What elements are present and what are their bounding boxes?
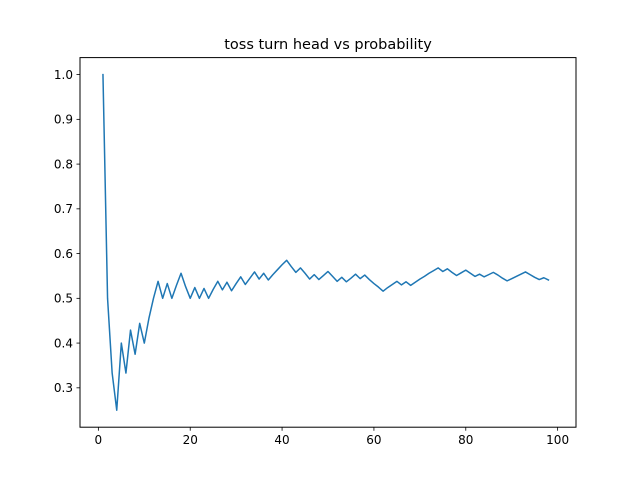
y-tick-label: 0.8 xyxy=(54,157,73,171)
y-tick-label: 0.4 xyxy=(54,336,73,350)
y-tick-label: 0.9 xyxy=(54,113,73,127)
x-tick-label: 20 xyxy=(183,433,198,447)
axis-ticks: 0 20 40 60 80 100 0.3 0.4 0.5 0.6 0.7 0.8 0.9 1.0 xyxy=(54,68,569,447)
series-line xyxy=(102,73,550,411)
x-tick-label: 80 xyxy=(458,433,473,447)
y-tick-label: 0.6 xyxy=(54,247,73,261)
x-tick-label: 40 xyxy=(274,433,289,447)
y-tick-label: 0.7 xyxy=(54,202,73,216)
x-tick-label: 0 xyxy=(95,433,103,447)
y-tick-label: 0.3 xyxy=(54,381,73,395)
y-tick-label: 1.0 xyxy=(54,68,73,82)
axes-frame xyxy=(79,57,577,428)
x-tick-label: 60 xyxy=(366,433,381,447)
chart-title: toss turn head vs probability xyxy=(224,37,432,53)
plot-area xyxy=(102,73,550,411)
x-tick-label: 100 xyxy=(546,433,569,447)
y-tick-label: 0.5 xyxy=(54,292,73,306)
